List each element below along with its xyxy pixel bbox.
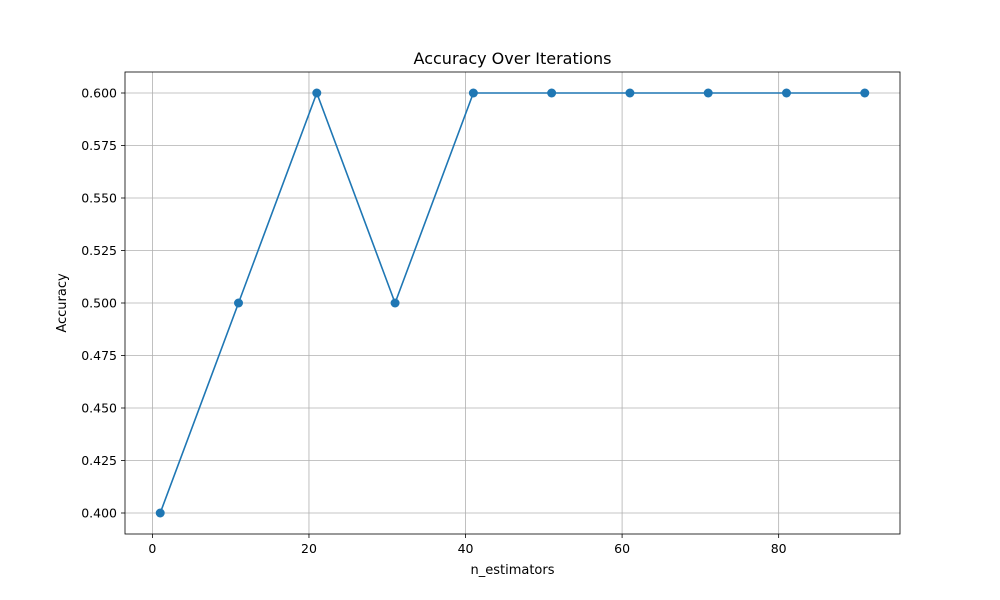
data-point bbox=[390, 298, 400, 308]
series-layer bbox=[155, 88, 870, 518]
x-tick-label: 80 bbox=[771, 541, 787, 556]
y-tick-label: 0.525 bbox=[81, 243, 117, 258]
data-point bbox=[781, 88, 791, 98]
data-point bbox=[625, 88, 635, 98]
data-point bbox=[468, 88, 478, 98]
data-point bbox=[547, 88, 557, 98]
y-tick-label: 0.425 bbox=[81, 453, 117, 468]
y-axis-label: Accuracy bbox=[55, 273, 70, 333]
data-point bbox=[312, 88, 322, 98]
y-tick-label: 0.400 bbox=[81, 506, 117, 521]
y-tick-label: 0.600 bbox=[81, 86, 117, 101]
y-tick-label: 0.475 bbox=[81, 348, 117, 363]
data-point bbox=[860, 88, 870, 98]
y-tick-label: 0.550 bbox=[81, 191, 117, 206]
x-tick-label: 60 bbox=[614, 541, 630, 556]
y-tick-label: 0.500 bbox=[81, 296, 117, 311]
data-point bbox=[155, 508, 165, 518]
y-tick-label: 0.575 bbox=[81, 138, 117, 153]
x-axis-label: n_estimators bbox=[470, 563, 554, 578]
data-point bbox=[703, 88, 713, 98]
x-axis-ticks: 0 20 40 60 80 bbox=[148, 534, 787, 556]
y-tick-label: 0.450 bbox=[81, 401, 117, 416]
y-axis-ticks: 0.400 0.425 0.450 0.475 0.500 0.525 0.550 0.575… bbox=[81, 86, 125, 521]
series-line bbox=[159, 92, 865, 514]
x-tick-label: 40 bbox=[458, 541, 474, 556]
data-point bbox=[234, 298, 244, 308]
x-tick-label: 0 bbox=[148, 541, 156, 556]
chart-title: Accuracy Over Iterations bbox=[414, 49, 612, 68]
x-tick-label: 20 bbox=[301, 541, 317, 556]
